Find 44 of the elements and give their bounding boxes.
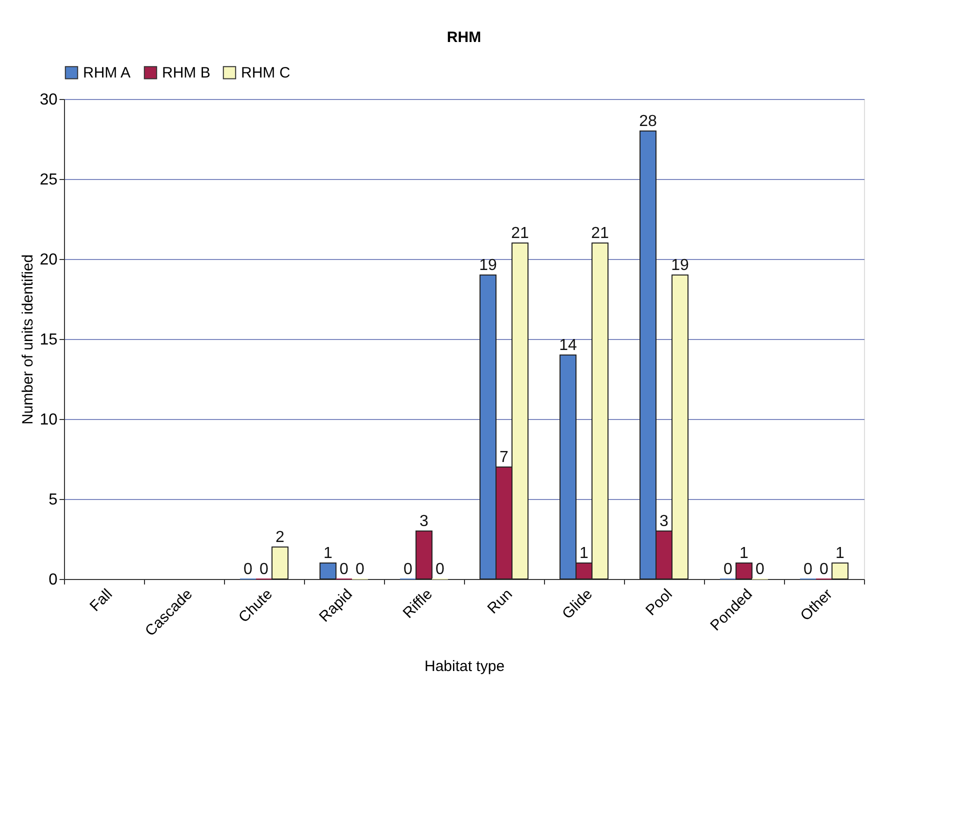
data-label: 0 — [820, 561, 829, 578]
data-label: 0 — [260, 561, 269, 578]
data-label: 0 — [436, 561, 445, 578]
data-label: 3 — [420, 513, 429, 530]
legend-label: RHM C — [241, 64, 290, 82]
y-tick-label: 15 — [40, 332, 58, 348]
y-tick-label: 30 — [40, 92, 58, 108]
data-label: 3 — [660, 513, 669, 530]
data-label: 1 — [324, 545, 333, 562]
y-tick-label: 25 — [40, 172, 58, 188]
bar — [320, 562, 336, 580]
legend-label: RHM A — [83, 64, 131, 82]
data-label: 0 — [404, 561, 413, 578]
data-label: 1 — [740, 545, 749, 562]
data-label: 14 — [559, 337, 577, 354]
data-label: 0 — [724, 561, 733, 578]
data-label: 21 — [591, 225, 609, 242]
bar — [832, 562, 848, 580]
legend-label: RHM B — [162, 64, 210, 82]
data-label: 21 — [511, 225, 529, 242]
bar — [736, 562, 752, 580]
data-label: 0 — [804, 561, 813, 578]
y-tick-label: 10 — [40, 412, 58, 428]
x-tick-label: Fall — [86, 586, 116, 615]
y-tick-label: 20 — [40, 252, 58, 268]
y-tick-label: 5 — [48, 492, 58, 508]
data-label: 2 — [276, 529, 285, 546]
data-label: 19 — [671, 257, 689, 274]
data-label: 19 — [479, 257, 497, 274]
data-label: 28 — [639, 113, 657, 130]
chart-title: RHM — [446, 29, 482, 46]
data-label: 0 — [756, 561, 765, 578]
bar — [272, 546, 288, 580]
data-label: 0 — [356, 561, 365, 578]
y-axis-title: Number of units identified — [20, 254, 37, 425]
x-axis-title: Habitat type — [424, 658, 505, 675]
data-label: 0 — [244, 561, 253, 578]
bar — [416, 530, 432, 580]
y-tick-label: 0 — [48, 572, 58, 588]
data-label: 7 — [500, 449, 509, 466]
x-tick-label: Run — [484, 586, 516, 618]
data-label: 1 — [580, 545, 589, 562]
data-label: 1 — [836, 545, 845, 562]
data-label: 0 — [340, 561, 349, 578]
